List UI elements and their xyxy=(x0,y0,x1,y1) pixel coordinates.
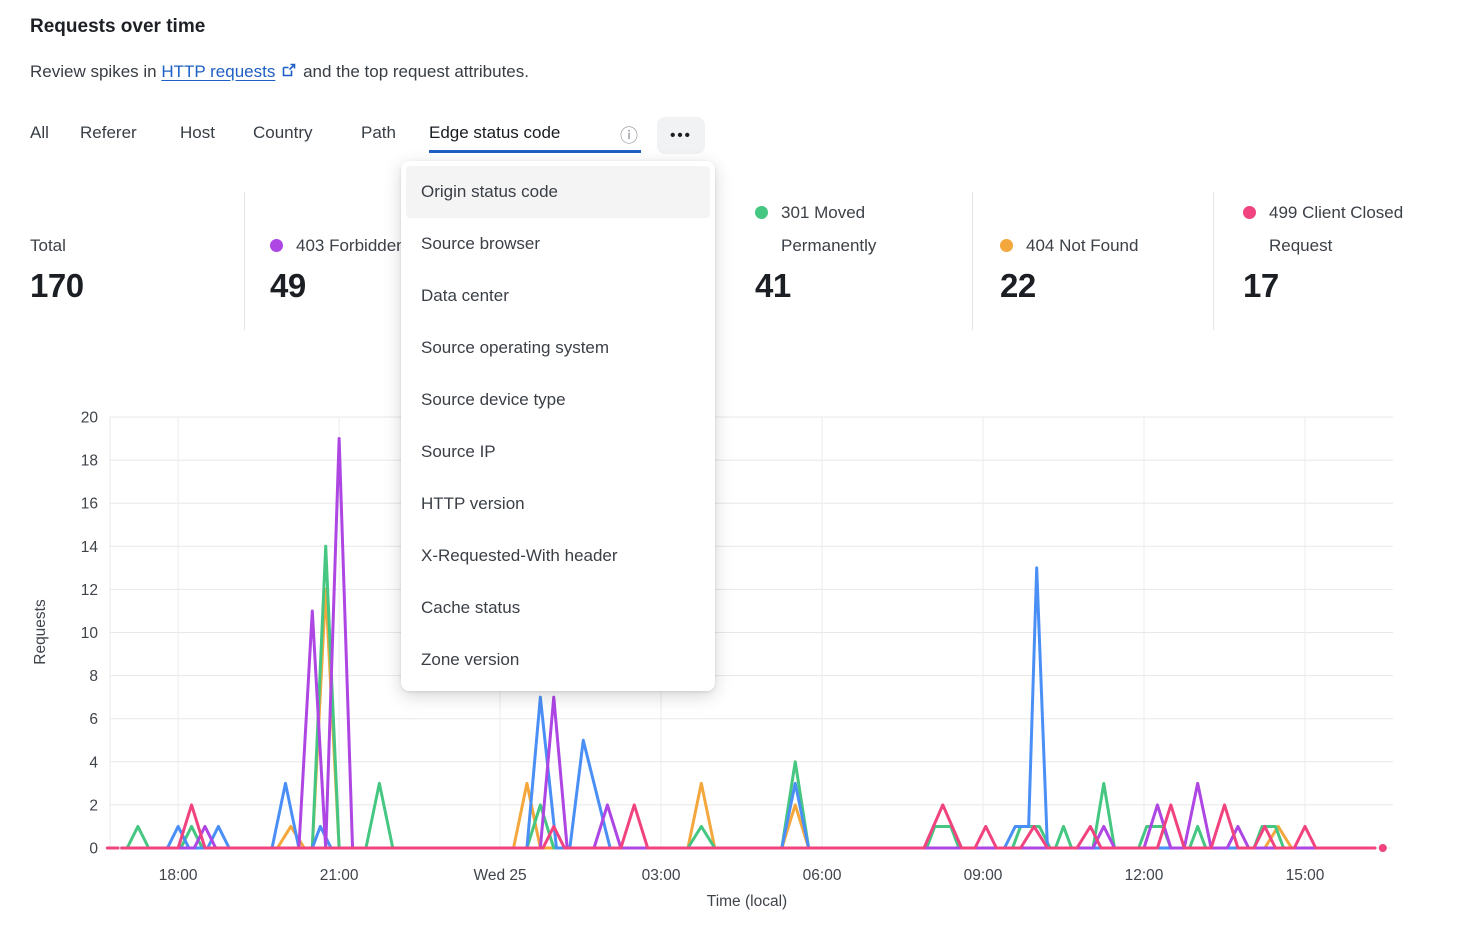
menu-item-x-requested-with-header[interactable]: X-Requested-With header xyxy=(421,546,618,565)
svg-text:06:00: 06:00 xyxy=(803,867,842,884)
stat-403-forbidden: 403 Forbidden 49 xyxy=(270,196,406,305)
stat-label: 403 Forbidden xyxy=(270,229,406,262)
svg-text:2: 2 xyxy=(89,797,98,814)
stat-value: 49 xyxy=(270,267,306,304)
stat-divider xyxy=(244,192,245,330)
menu-item-source-operating-system[interactable]: Source operating system xyxy=(421,338,610,357)
svg-text:10: 10 xyxy=(81,625,99,642)
series-color-dot xyxy=(755,206,768,219)
stat-404-not-found: 404 Not Found 22 xyxy=(1000,196,1138,305)
menu-item-source-browser[interactable]: Source browser xyxy=(421,234,541,253)
external-link-icon xyxy=(281,63,296,83)
svg-text:16: 16 xyxy=(81,496,98,513)
stat-label: 499 Client Closed Request xyxy=(1243,196,1409,262)
stat-value: 17 xyxy=(1243,267,1279,304)
svg-text:21:00: 21:00 xyxy=(320,867,359,884)
svg-text:8: 8 xyxy=(89,668,98,685)
series-color-dot xyxy=(1243,206,1256,219)
http-requests-link[interactable]: HTTP requests xyxy=(161,62,276,81)
svg-text:15:00: 15:00 xyxy=(1286,867,1325,884)
tab-path[interactable]: Path xyxy=(361,123,396,142)
stat-value: 41 xyxy=(755,267,791,304)
menu-item-source-device-type[interactable]: Source device type xyxy=(421,390,566,409)
stat-value: 22 xyxy=(1000,267,1036,304)
svg-text:4: 4 xyxy=(89,754,98,771)
stat-value: 170 xyxy=(30,267,84,304)
subtitle-prefix: Review spikes in xyxy=(30,62,157,81)
svg-text:09:00: 09:00 xyxy=(964,867,1003,884)
menu-item-source-ip[interactable]: Source IP xyxy=(421,442,496,461)
menu-item-data-center[interactable]: Data center xyxy=(421,286,509,305)
info-icon[interactable]: ⓘ xyxy=(620,126,638,146)
series-color-dot xyxy=(1000,239,1013,252)
svg-text:6: 6 xyxy=(89,711,98,728)
page-title: Requests over time xyxy=(30,16,206,37)
svg-text:0: 0 xyxy=(89,841,98,858)
tab-edge-status-code[interactable]: Edge status code xyxy=(429,123,561,142)
svg-text:12:00: 12:00 xyxy=(1125,867,1164,884)
attribute-dropdown-menu: Origin status code Source browser Data c… xyxy=(401,161,715,691)
svg-text:Requests: Requests xyxy=(32,599,49,665)
stat-label: Total xyxy=(30,236,66,255)
tab-all[interactable]: All xyxy=(30,123,49,142)
svg-text:Wed 25: Wed 25 xyxy=(474,867,527,884)
stat-499-client-closed-request: 499 Client Closed Request 17 xyxy=(1243,196,1409,305)
menu-item-origin-status-code[interactable]: Origin status code xyxy=(406,166,710,218)
svg-text:03:00: 03:00 xyxy=(642,867,681,884)
stat-divider xyxy=(972,192,973,330)
stat-301-moved-permanently: 301 Moved Permanently 41 xyxy=(755,196,913,305)
series-color-dot xyxy=(270,239,283,252)
stat-divider xyxy=(1213,192,1214,330)
tab-referer[interactable]: Referer xyxy=(80,123,137,142)
more-tabs-button[interactable]: ••• xyxy=(657,117,705,154)
menu-item-http-version[interactable]: HTTP version xyxy=(421,494,525,513)
stat-total: Total 170 xyxy=(30,196,84,305)
tab-country[interactable]: Country xyxy=(253,123,313,142)
svg-text:12: 12 xyxy=(81,582,98,599)
subtitle-suffix: and the top request attributes. xyxy=(303,62,529,81)
stat-label: 404 Not Found xyxy=(1000,229,1138,262)
tab-host[interactable]: Host xyxy=(180,123,215,142)
page-subtitle: Review spikes in HTTP requests and the t… xyxy=(30,62,529,83)
svg-text:14: 14 xyxy=(81,539,99,556)
active-tab-underline xyxy=(429,150,641,153)
svg-text:20: 20 xyxy=(81,410,99,427)
svg-text:18: 18 xyxy=(81,453,98,470)
menu-item-cache-status[interactable]: Cache status xyxy=(421,598,521,617)
svg-text:Time (local): Time (local) xyxy=(707,893,787,910)
svg-text:18:00: 18:00 xyxy=(159,867,198,884)
stat-label: 301 Moved Permanently xyxy=(755,196,913,262)
menu-item-zone-version[interactable]: Zone version xyxy=(421,650,520,669)
